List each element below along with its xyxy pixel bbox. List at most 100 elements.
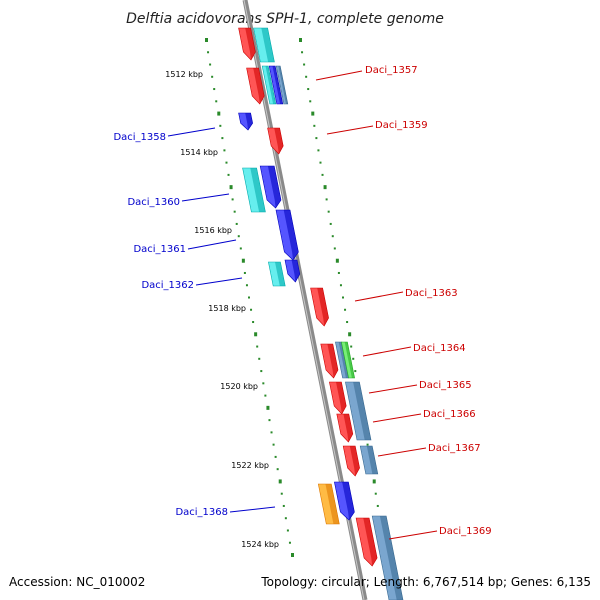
tick-dot <box>286 529 289 532</box>
tick-dot <box>291 553 294 557</box>
tick-dot <box>272 443 275 446</box>
tick-dot <box>315 137 318 140</box>
tick-dot <box>254 332 258 337</box>
tick-dot <box>282 504 285 507</box>
gene-label-text[interactable]: Daci_1363 <box>405 288 458 299</box>
feature-daci-1364c <box>341 341 355 379</box>
gene-label-text[interactable]: Daci_1364 <box>413 343 466 354</box>
tick-dot <box>372 479 376 484</box>
feature-daci-1366 <box>336 413 354 443</box>
gene-label-daci-1358[interactable]: Daci_1358 <box>113 127 216 143</box>
tick-dot <box>288 541 291 544</box>
feature-daci-1369 <box>355 517 378 567</box>
gene-label-daci-1363[interactable]: Daci_1363 <box>354 288 458 302</box>
tick-dot <box>229 185 233 190</box>
kbp-markers: 1512 kbp 1514 kbp 1516 kbp 1518 kbp 1520 kbp… <box>165 70 279 549</box>
gene-label-daci-1361[interactable]: Daci_1361 <box>133 239 237 255</box>
tick-dot <box>305 75 308 78</box>
gene-label-daci-1359[interactable]: Daci_1359 <box>326 120 428 135</box>
tick-dot <box>227 173 230 176</box>
leader-line <box>195 277 243 286</box>
tick-dot <box>217 111 221 116</box>
gene-labels: Daci_1357 Daci_1358 Daci_1359 Daci_1360 Daci… <box>113 65 492 540</box>
tick-dot <box>331 235 334 238</box>
feature-daci-1366s <box>345 381 372 441</box>
tick-dot <box>274 455 277 458</box>
tick-dot <box>329 222 332 225</box>
tick-dot <box>260 370 263 373</box>
tick-dot <box>258 357 261 360</box>
gene-label-text[interactable]: Daci_1360 <box>127 197 180 208</box>
gene-label-text[interactable]: Daci_1357 <box>365 65 418 76</box>
feature-daci-1368b <box>334 481 355 521</box>
tick-dot <box>211 75 214 78</box>
feature-daci-1363 <box>310 287 329 327</box>
gene-label-daci-1367[interactable]: Daci_1367 <box>377 443 481 457</box>
gene-label-text[interactable]: Daci_1369 <box>439 526 492 537</box>
feature-daci-1367s <box>359 445 379 475</box>
feature-daci-1361 <box>275 209 299 261</box>
gene-label-daci-1362[interactable]: Daci_1362 <box>141 277 243 291</box>
gene-label-daci-1368[interactable]: Daci_1368 <box>175 506 276 518</box>
tick-dot <box>264 394 267 397</box>
kbp-marker-label: 1522 kbp <box>231 461 269 470</box>
tick-dot <box>215 100 218 103</box>
tick-dot <box>235 222 238 225</box>
accession-text: Accession: NC_010002 <box>9 575 145 589</box>
tick-dot <box>233 210 236 213</box>
tick-dot <box>311 111 315 116</box>
kbp-marker-label: 1524 kbp <box>241 540 279 549</box>
tick-dot <box>268 419 271 422</box>
tick-dot <box>301 51 304 54</box>
feature-red-top <box>238 27 256 61</box>
topology-text: Topology: circular; Length: 6,767,514 bp… <box>260 575 591 589</box>
feature-daci-1360b <box>259 165 282 209</box>
tick-dot <box>307 88 310 91</box>
gene-label-text[interactable]: Daci_1359 <box>375 120 428 131</box>
gene-label-daci-1357[interactable]: Daci_1357 <box>315 65 418 81</box>
gene-label-text[interactable]: Daci_1366 <box>423 409 476 420</box>
tick-dot <box>219 124 222 127</box>
tick-dot <box>350 345 353 348</box>
tick-dot <box>280 492 283 495</box>
gene-features <box>238 27 404 600</box>
tick-dot <box>248 296 250 299</box>
feature-daci-1367 <box>342 445 360 477</box>
feature-daci-1358 <box>238 112 253 131</box>
gene-label-daci-1360[interactable]: Daci_1360 <box>127 193 230 208</box>
tick-dot <box>327 210 330 213</box>
tick-dot <box>207 51 210 54</box>
gene-label-daci-1369[interactable]: Daci_1369 <box>388 526 492 540</box>
feature-red-1357a <box>246 67 265 105</box>
tick-dot <box>342 296 344 299</box>
gene-label-text[interactable]: Daci_1362 <box>141 280 194 291</box>
kbp-marker-label: 1514 kbp <box>180 148 218 157</box>
map-title: Delftia acidovorans SPH-1, complete geno… <box>126 11 444 27</box>
tick-dot <box>205 38 208 42</box>
leader-line <box>315 70 363 81</box>
tick-dot <box>354 370 357 373</box>
tick-dot <box>225 161 228 164</box>
gene-label-text[interactable]: Daci_1358 <box>113 132 166 143</box>
leader-line <box>368 384 418 394</box>
gene-label-text[interactable]: Daci_1367 <box>428 443 481 454</box>
feature-daci-1362b <box>284 259 301 283</box>
tick-dot <box>256 345 259 348</box>
tick-dot <box>346 321 349 324</box>
tick-dot <box>278 479 282 484</box>
leader-line <box>181 193 230 202</box>
gene-label-daci-1366[interactable]: Daci_1366 <box>372 409 476 423</box>
tick-dot <box>303 63 306 66</box>
leader-line <box>388 530 438 540</box>
tick-dot <box>237 235 240 238</box>
gene-label-text[interactable]: Daci_1361 <box>133 244 186 255</box>
tick-dot <box>221 137 224 140</box>
feature-steel-1357 <box>275 65 289 105</box>
feature-daci-1362a <box>268 261 286 287</box>
gene-label-text[interactable]: Daci_1368 <box>175 507 228 518</box>
kbp-marker-label: 1516 kbp <box>194 226 232 235</box>
gene-label-text[interactable]: Daci_1365 <box>419 380 472 391</box>
gene-label-daci-1365[interactable]: Daci_1365 <box>368 380 472 394</box>
gene-label-daci-1364[interactable]: Daci_1364 <box>362 343 466 357</box>
kbp-marker-label: 1512 kbp <box>165 70 203 79</box>
